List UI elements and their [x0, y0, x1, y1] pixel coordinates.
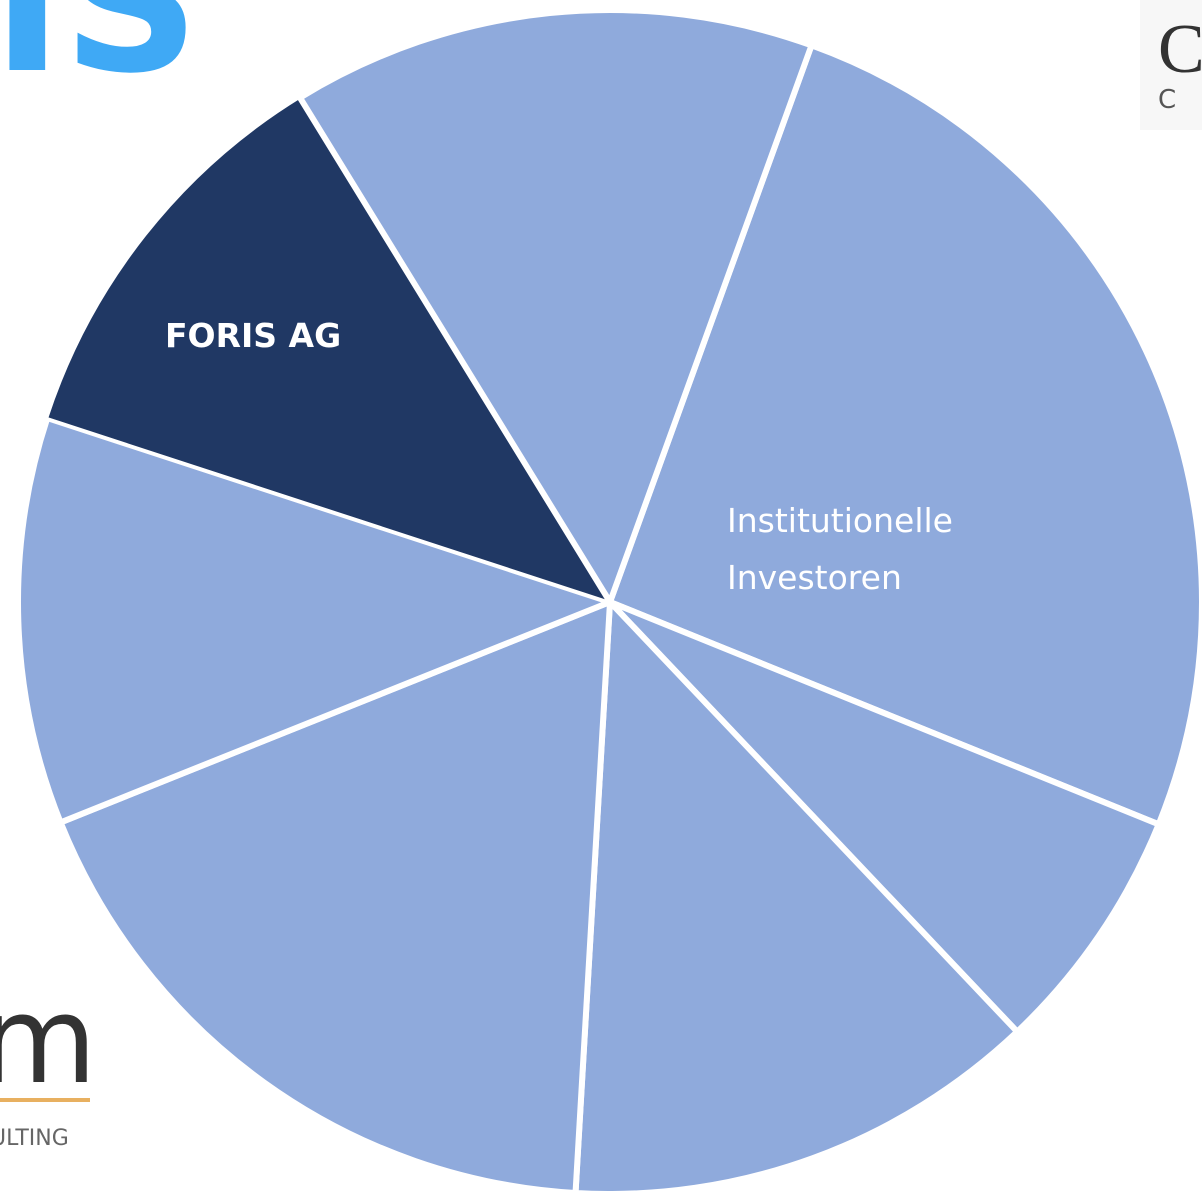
- pie-slice: [15, 415, 613, 826]
- logo-line: [0, 1098, 90, 1102]
- pie: [15, 7, 1202, 1191]
- logo-text: IS: [0, 0, 200, 115]
- slice-label: FORIS AG: [165, 316, 342, 355]
- logo-text: C: [1158, 11, 1202, 88]
- pie-slice: [46, 96, 611, 603]
- logo-bg: [1140, 0, 1202, 130]
- pie-slice: [296, 7, 815, 605]
- pie-slice: [57, 599, 613, 1191]
- logo-text: ULTING: [0, 1126, 69, 1151]
- pie-slice: [607, 599, 1162, 1035]
- pie-slice: [572, 599, 1021, 1191]
- logo-text: m: [0, 972, 97, 1111]
- slice-label: Institutionelle Investoren: [727, 501, 953, 597]
- logo-text: C: [1158, 85, 1176, 115]
- pie-slice: [607, 42, 1202, 828]
